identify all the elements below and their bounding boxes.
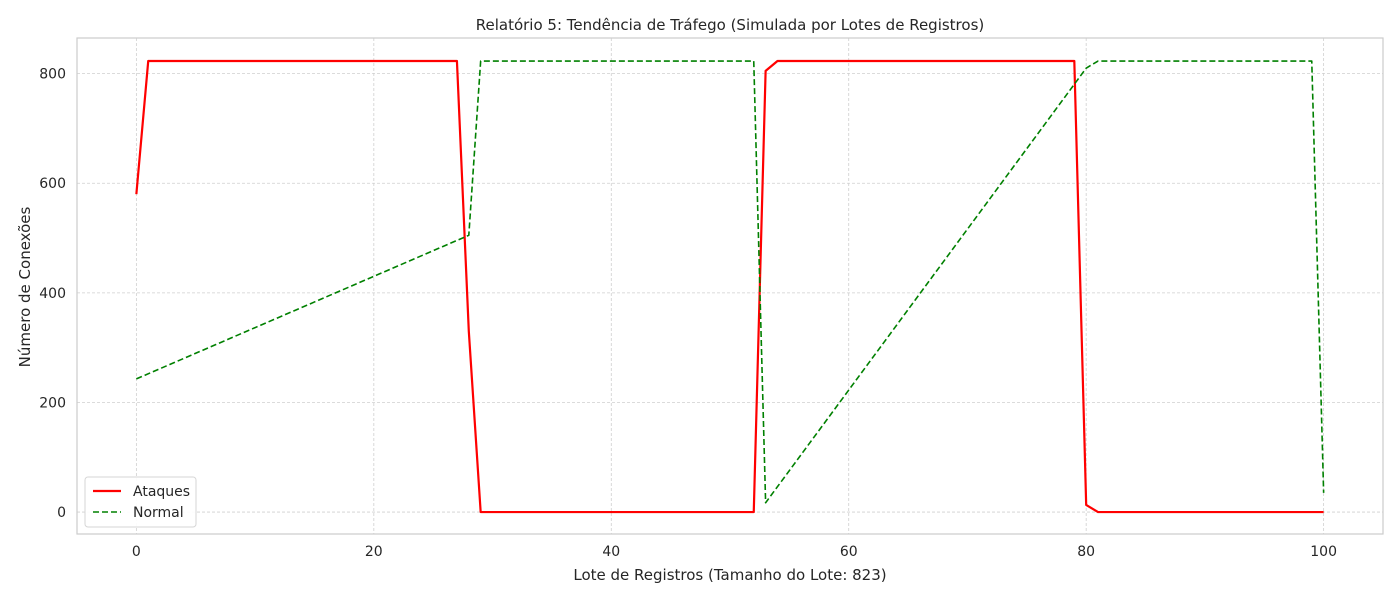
x-axis-ticks: 0 20 40 60 80 100	[132, 544, 1337, 560]
y-tick-label: 400	[39, 286, 66, 302]
legend-label-ataques: Ataques	[133, 484, 190, 500]
legend-label-normal: Normal	[133, 505, 184, 521]
x-tick-label: 0	[132, 544, 141, 560]
plot-frame	[76, 37, 1384, 535]
y-axis-ticks: 0 200 400 600 800	[39, 67, 66, 521]
series-line-normal	[136, 60, 1325, 504]
y-tick-label: 600	[39, 176, 66, 192]
legend: Ataques Normal	[84, 476, 197, 528]
y-tick-label: 800	[39, 67, 66, 83]
x-tick-label: 80	[1077, 544, 1095, 560]
grid	[77, 38, 1383, 534]
y-tick-label: 200	[39, 395, 66, 411]
x-tick-label: 20	[365, 544, 383, 560]
x-axis-label: Lote de Registros (Tamanho do Lote: 823)	[573, 566, 886, 584]
y-axis-label: Número de Conexões	[16, 207, 34, 368]
y-tick-label: 0	[57, 505, 66, 521]
series-line-ataques	[135, 59, 1324, 514]
x-tick-label: 40	[602, 544, 620, 560]
series-layer	[135, 59, 1325, 514]
chart-title: Relatório 5: Tendência de Tráfego (Simul…	[476, 16, 985, 34]
x-tick-label: 100	[1310, 544, 1337, 560]
x-tick-label: 60	[840, 544, 858, 560]
legend-box	[84, 476, 197, 528]
